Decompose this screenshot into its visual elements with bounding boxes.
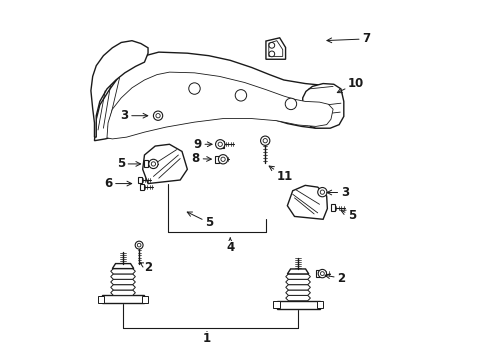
Text: 7: 7 <box>326 32 370 45</box>
Text: 9: 9 <box>193 138 212 151</box>
Polygon shape <box>330 204 335 211</box>
Polygon shape <box>285 285 310 290</box>
Circle shape <box>137 243 141 247</box>
Circle shape <box>215 140 224 149</box>
Polygon shape <box>140 184 144 190</box>
Circle shape <box>263 139 267 143</box>
Circle shape <box>317 188 326 197</box>
Circle shape <box>285 98 296 110</box>
Circle shape <box>318 269 326 278</box>
Polygon shape <box>287 185 326 219</box>
Polygon shape <box>287 269 308 274</box>
Text: 3: 3 <box>326 186 348 199</box>
Polygon shape <box>98 296 104 302</box>
Polygon shape <box>138 177 142 183</box>
Polygon shape <box>276 301 319 309</box>
Circle shape <box>260 136 269 145</box>
Text: 5: 5 <box>187 212 213 229</box>
Text: 2: 2 <box>325 272 345 285</box>
Polygon shape <box>265 38 285 59</box>
Polygon shape <box>272 301 279 308</box>
Polygon shape <box>215 156 219 163</box>
Polygon shape <box>110 279 135 285</box>
Polygon shape <box>285 274 310 279</box>
Text: 2: 2 <box>140 261 152 274</box>
Text: 11: 11 <box>268 166 292 183</box>
Polygon shape <box>302 84 343 128</box>
Polygon shape <box>142 296 148 302</box>
Text: 5: 5 <box>116 157 141 170</box>
Circle shape <box>188 83 200 94</box>
Circle shape <box>235 90 246 101</box>
Circle shape <box>151 162 155 166</box>
Polygon shape <box>110 269 135 274</box>
Circle shape <box>218 155 227 164</box>
Circle shape <box>135 241 143 249</box>
Text: 5: 5 <box>340 209 356 222</box>
Circle shape <box>268 51 274 57</box>
Polygon shape <box>285 279 310 285</box>
Polygon shape <box>285 290 310 296</box>
Polygon shape <box>268 41 282 57</box>
Polygon shape <box>94 52 342 141</box>
Circle shape <box>218 142 222 147</box>
Text: 4: 4 <box>225 238 234 255</box>
Circle shape <box>156 113 160 118</box>
Polygon shape <box>148 112 153 119</box>
Circle shape <box>153 111 163 120</box>
Polygon shape <box>112 264 134 269</box>
Circle shape <box>320 272 324 275</box>
Text: 1: 1 <box>203 332 211 346</box>
Polygon shape <box>315 270 320 277</box>
Circle shape <box>268 42 274 48</box>
Polygon shape <box>316 301 323 308</box>
Polygon shape <box>102 296 144 303</box>
Text: 6: 6 <box>104 177 131 190</box>
Polygon shape <box>107 72 332 139</box>
Polygon shape <box>285 296 310 301</box>
Polygon shape <box>143 160 148 167</box>
Polygon shape <box>110 285 135 290</box>
Polygon shape <box>142 144 187 184</box>
Circle shape <box>221 157 225 161</box>
Polygon shape <box>91 41 148 137</box>
Polygon shape <box>220 141 224 148</box>
Text: 3: 3 <box>120 109 147 122</box>
Circle shape <box>320 190 324 194</box>
Text: 10: 10 <box>337 77 364 93</box>
Circle shape <box>148 159 158 168</box>
Polygon shape <box>110 274 135 279</box>
Text: 8: 8 <box>191 152 211 165</box>
Polygon shape <box>110 290 135 296</box>
